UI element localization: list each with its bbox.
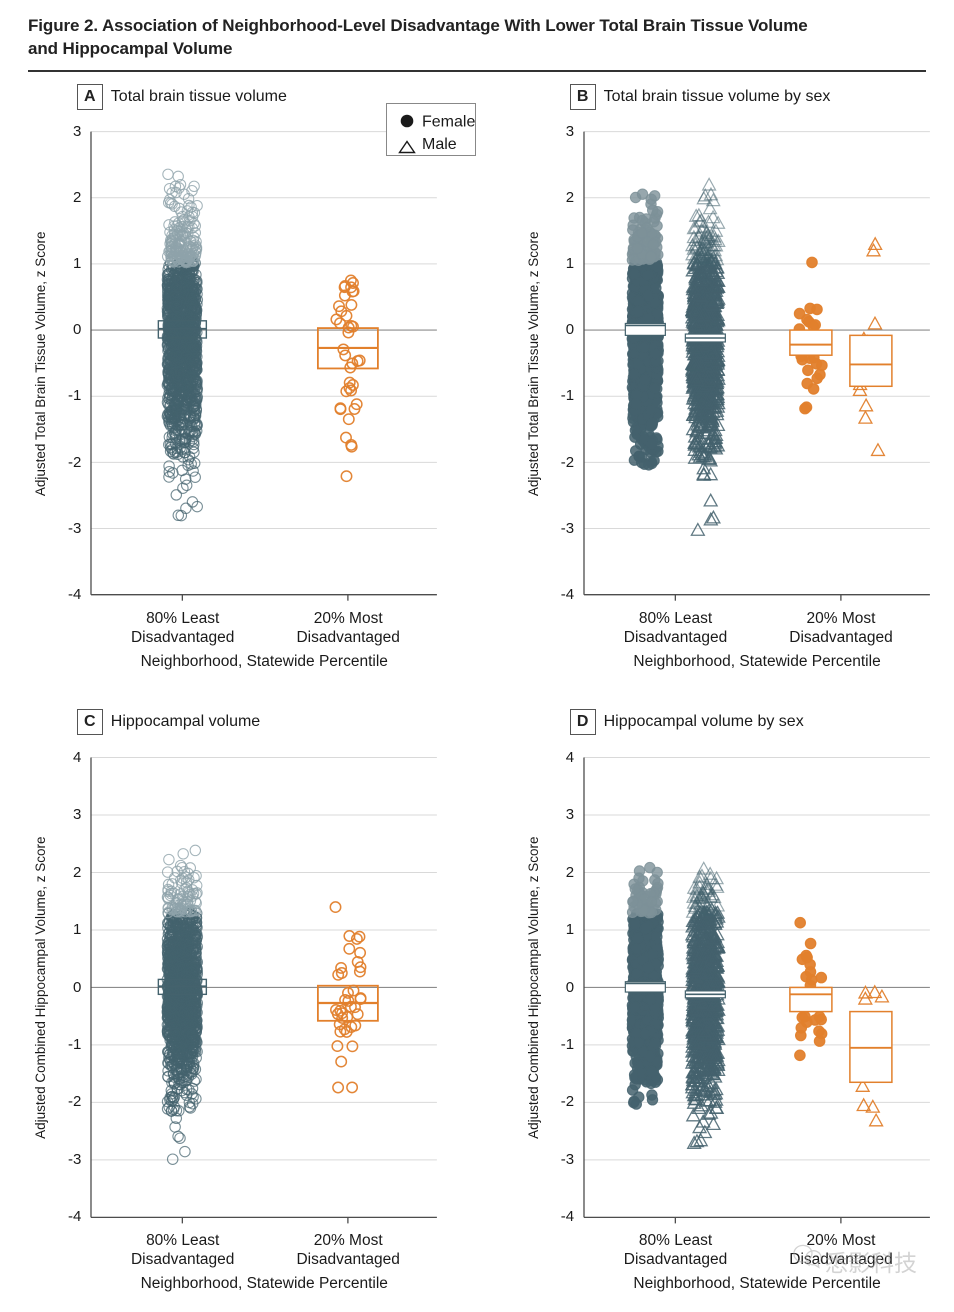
- svg-text:Male: Male: [422, 136, 457, 153]
- svg-text:Female: Female: [422, 113, 475, 130]
